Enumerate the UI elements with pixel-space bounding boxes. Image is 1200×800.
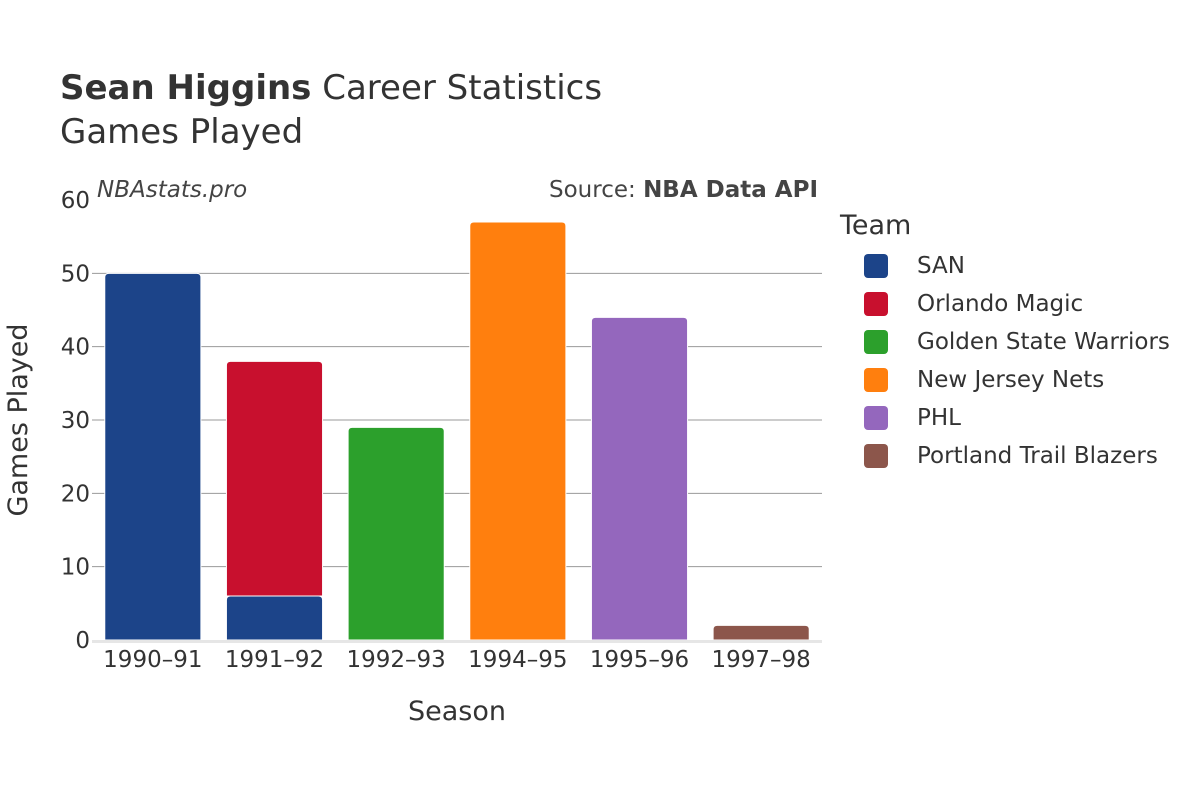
y-tick-label: 50 bbox=[61, 261, 90, 287]
legend-swatch bbox=[864, 330, 888, 354]
legend-label: Portland Trail Blazers bbox=[917, 443, 1158, 469]
bar-golden-state-warriors-1992–93 bbox=[347, 426, 445, 641]
x-tick-label: 1995–96 bbox=[590, 647, 689, 673]
bar-portland-trail-blazers-1997–98 bbox=[712, 624, 810, 641]
legend-swatch bbox=[864, 292, 888, 316]
y-tick-label: 40 bbox=[61, 335, 90, 361]
legend-item-new-jersey-nets[interactable]: New Jersey Nets bbox=[864, 367, 1104, 393]
x-tick-label: 1992–93 bbox=[347, 647, 446, 673]
y-tick-label: 20 bbox=[61, 481, 90, 507]
legend-swatch bbox=[864, 254, 888, 278]
bar-phl-1995–96 bbox=[590, 316, 689, 641]
legend-label: New Jersey Nets bbox=[917, 367, 1105, 393]
legend-item-orlando-magic[interactable]: Orlando Magic bbox=[864, 291, 1083, 317]
watermark: NBAstats.pro bbox=[97, 177, 248, 203]
legend-swatch bbox=[864, 368, 888, 392]
legend-label: PHL bbox=[917, 405, 961, 431]
y-tick-label: 0 bbox=[75, 628, 90, 654]
chart-title-player: Sean Higgins bbox=[60, 68, 312, 108]
chart-title: Sean Higgins Career Statistics bbox=[60, 68, 602, 108]
x-tick-label: 1991–92 bbox=[225, 647, 324, 673]
legend-swatch bbox=[864, 406, 888, 430]
legend-label: SAN bbox=[917, 253, 965, 279]
legend-item-portland-trail-blazers[interactable]: Portland Trail Blazers bbox=[864, 443, 1158, 469]
legend-label: Orlando Magic bbox=[917, 291, 1084, 317]
legend-label: Golden State Warriors bbox=[917, 329, 1170, 355]
legend-title: Team bbox=[840, 210, 912, 241]
bars bbox=[104, 221, 810, 641]
bar-san-1991–92 bbox=[225, 595, 324, 641]
legend-item-phl[interactable]: PHL bbox=[864, 405, 961, 431]
axes: 0 10 20 30 40 50 60 1990–91 1991–92 1992–93 1994–9… bbox=[61, 188, 822, 673]
x-tick-label: 1997–98 bbox=[712, 647, 811, 673]
chart-title-rest: Career Statistics bbox=[311, 68, 603, 108]
legend-item-golden-state-warriors[interactable]: Golden State Warriors bbox=[864, 329, 1170, 355]
y-tick-label: 60 bbox=[61, 188, 90, 214]
source-prefix: Source: bbox=[549, 177, 644, 203]
legend-swatch bbox=[864, 444, 888, 468]
y-tick-label: 10 bbox=[61, 555, 90, 581]
legend-item-san[interactable]: SAN bbox=[864, 253, 965, 279]
source-name: NBA Data API bbox=[643, 177, 818, 203]
chart-subtitle: Games Played bbox=[60, 112, 304, 152]
x-tick-label: 1994–95 bbox=[468, 647, 567, 673]
source-credit: Source: NBA Data API bbox=[549, 177, 818, 203]
x-tick-label: 1990–91 bbox=[103, 647, 202, 673]
bar-orlando-magic-1991–92 bbox=[225, 360, 324, 597]
bar-san-1990–91 bbox=[104, 272, 202, 641]
y-tick-label: 30 bbox=[61, 408, 90, 434]
bar-new-jersey-nets-1994–95 bbox=[469, 221, 567, 641]
y-axis-label: Games Played bbox=[3, 323, 34, 516]
x-axis-label: Season bbox=[408, 696, 506, 727]
gridlines bbox=[92, 272, 822, 568]
